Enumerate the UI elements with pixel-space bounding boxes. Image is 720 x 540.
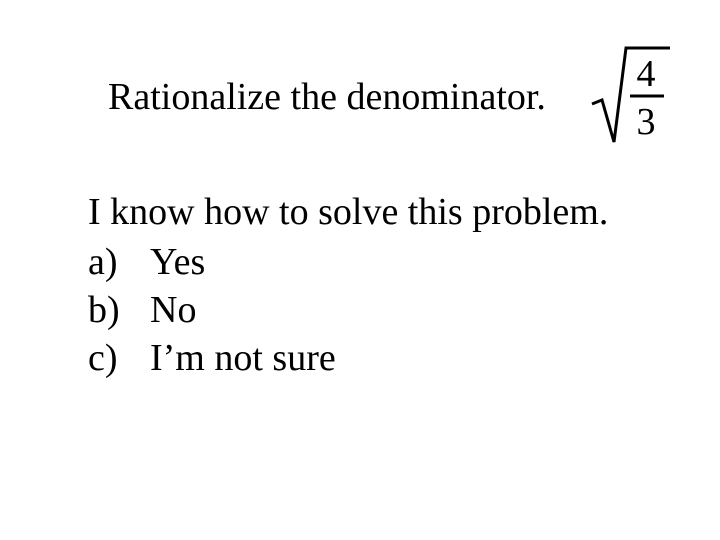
option-a[interactable]: a) Yes bbox=[88, 238, 336, 286]
slide: Rationalize the denominator. 4 3 I know … bbox=[0, 0, 720, 540]
fraction-numerator: 4 bbox=[637, 53, 656, 95]
option-text: No bbox=[150, 286, 196, 334]
option-letter: a) bbox=[88, 238, 150, 286]
option-letter: b) bbox=[88, 286, 150, 334]
prompt-text: I know how to solve this problem. bbox=[88, 190, 608, 234]
sqrt-fraction-graphic: 4 3 bbox=[590, 42, 672, 147]
option-c[interactable]: c) I’m not sure bbox=[88, 334, 336, 382]
fraction-denominator: 3 bbox=[637, 101, 656, 143]
options-list: a) Yes b) No c) I’m not sure bbox=[88, 238, 336, 382]
option-b[interactable]: b) No bbox=[88, 286, 336, 334]
option-letter: c) bbox=[88, 334, 150, 382]
option-text: Yes bbox=[150, 238, 205, 286]
slide-title: Rationalize the denominator. bbox=[108, 75, 546, 119]
option-text: I’m not sure bbox=[150, 334, 336, 382]
